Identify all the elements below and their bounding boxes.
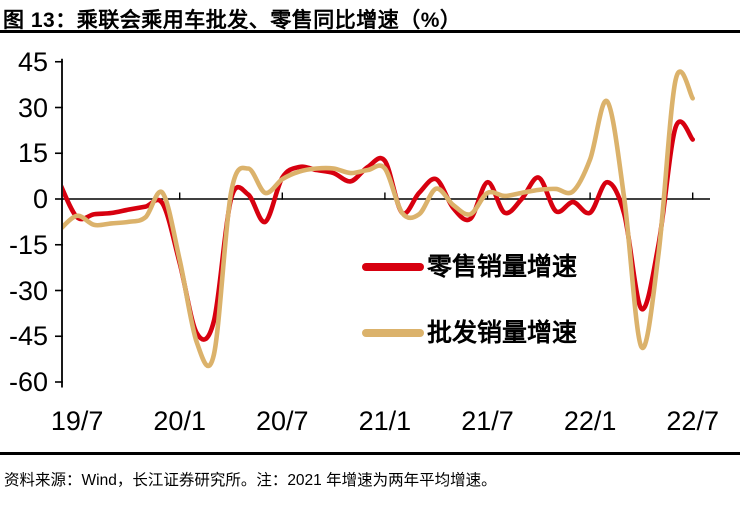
x-tick-label: 19/7 — [50, 406, 104, 436]
plot-canvas — [55, 58, 710, 388]
footer-rule — [0, 452, 740, 455]
x-tick-label: 21/7 — [461, 406, 514, 436]
y-tick-label: -15 — [8, 229, 48, 260]
y-tick-label: 0 — [32, 184, 48, 214]
title-underline — [0, 30, 740, 33]
retail-line-swatch — [362, 263, 424, 271]
y-tick-label: -60 — [8, 367, 48, 397]
chart-legend: 零售销量增速 批发销量增速 — [362, 252, 577, 384]
series-line-零售销量增速 — [63, 119, 695, 342]
x-tick-label: 22/1 — [563, 406, 617, 436]
legend-item-wholesale: 批发销量增速 — [362, 318, 577, 348]
line-chart: 45 30 15 0 -15 -30 -45 -60 19/7 20/1 20/7 21/1 21/7… — [0, 34, 740, 444]
legend-item-retail: 零售销量增速 — [362, 252, 577, 282]
x-tick-label: 22/7 — [666, 406, 719, 436]
y-tick-label: 15 — [17, 138, 48, 169]
legend-label-wholesale: 批发销量增速 — [427, 319, 578, 347]
x-tick-label: 20/1 — [153, 406, 206, 436]
y-tick-label: 30 — [17, 92, 48, 123]
series-line-批发销量增速 — [63, 69, 695, 369]
figure-title: 图 13：乘联会乘用车批发、零售同比增速（%） — [3, 9, 462, 32]
source-note: 资料来源：Wind，长江证券研究所。注：2021 年增速为两年平均增速。 — [4, 472, 497, 489]
wholesale-line-swatch — [362, 329, 424, 337]
y-tick-label: -45 — [8, 321, 48, 352]
x-tick-label: 20/7 — [256, 406, 309, 436]
y-tick-label: -30 — [8, 275, 48, 306]
x-tick-label: 21/1 — [358, 406, 412, 436]
y-tick-label: 45 — [17, 46, 48, 77]
legend-label-retail: 零售销量增速 — [427, 253, 578, 281]
